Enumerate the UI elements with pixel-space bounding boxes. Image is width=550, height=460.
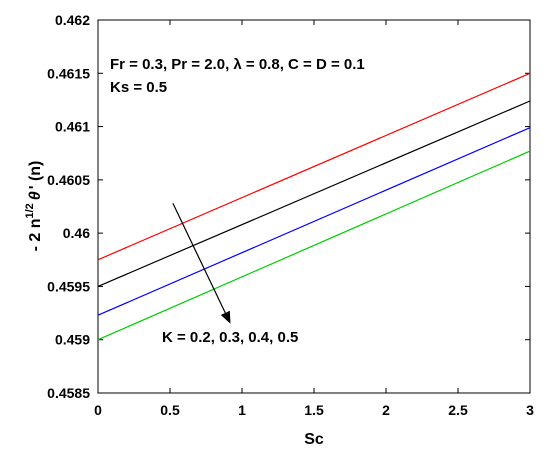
y-label-suffix: ' (n) [27,161,44,190]
y-tick-label: 0.461 [55,119,90,135]
k-values-annotation: K = 0.2, 0.3, 0.4, 0.5 [162,329,298,346]
plot-area [97,19,531,394]
trend-arrow [172,203,226,314]
x-axis-label: Sc [304,431,324,448]
x-tick-label: 1 [238,402,246,418]
series-line-3 [97,127,531,316]
x-axis-ticks: 0 0.5 1 1.5 2 2.5 3 [94,20,534,418]
series-line-4 [97,150,531,341]
series-lines [97,72,531,341]
params-annotation-line1: Fr = 0.3, Pr = 2.0, λ = 0.8, C = D = 0.1 [110,56,365,73]
y-label-prefix: - 2 n [27,219,44,252]
y-tick-label: 0.46 [63,225,90,241]
x-tick-label: 0.5 [160,402,180,418]
y-tick-label: 0.4595 [47,278,90,294]
y-axis-label: - 2 n1/2 θ' (n) [24,161,44,252]
x-tick-label: 3 [526,402,534,418]
y-axis-ticks: 0.4585 0.459 0.4595 0.46 0.4605 0.461 0.4615 0.… [47,12,530,401]
y-tick-label: 0.459 [55,332,90,348]
y-label-superscript: 1/2 [24,203,36,218]
x-tick-label: 2 [382,402,390,418]
series-line-2 [97,100,531,287]
series-line-1 [97,72,531,261]
y-tick-label: 0.4605 [47,172,90,188]
arrow-head [220,310,231,324]
x-tick-label: 0 [94,402,102,418]
params-annotation-line2: Ks = 0.5 [110,79,167,96]
y-tick-label: 0.4615 [47,65,90,81]
y-tick-label: 0.462 [55,12,90,28]
y-label-symbol: θ [27,191,44,200]
x-tick-label: 2.5 [448,402,468,418]
x-tick-label: 1.5 [304,402,324,418]
y-tick-label: 0.4585 [47,385,90,401]
